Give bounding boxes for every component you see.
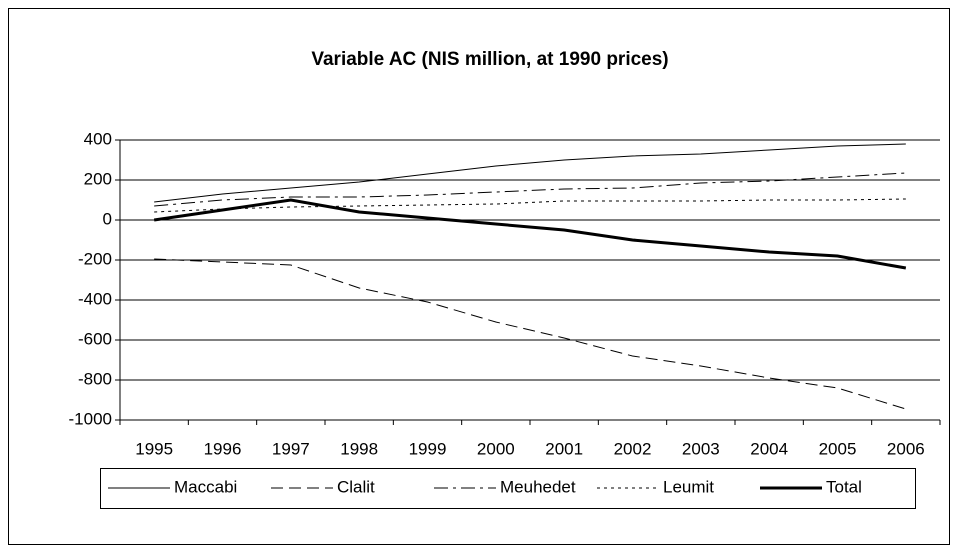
chart-title: Variable AC (NIS million, at 1990 prices… [311,49,668,70]
x-tick-label: 2005 [819,439,857,458]
series-line [154,172,906,207]
chart-border [8,8,950,545]
y-tick-label: 400 [84,129,112,148]
y-tick-label: -1000 [69,409,112,428]
legend-label: Maccabi [174,477,237,496]
x-tick-label: 1997 [272,439,310,458]
y-tick-label: -200 [78,249,112,268]
x-tick-label: 1995 [135,439,173,458]
y-tick-label: -800 [78,369,112,388]
y-tick-label: 200 [84,169,112,188]
x-tick-label: 2002 [614,439,652,458]
x-tick-label: 2004 [750,439,788,458]
x-tick-label: 2001 [545,439,583,458]
x-tick-label: 1999 [409,439,447,458]
legend-label: Leumit [663,477,714,496]
legend-label: Meuhedet [500,477,576,496]
y-tick-label: -400 [78,289,112,308]
x-tick-label: 2003 [682,439,720,458]
y-tick-label: 0 [103,209,112,228]
legend-label: Total [826,477,862,496]
series-line [153,198,907,270]
x-tick-label: 1996 [204,439,242,458]
legend-label: Clalit [337,477,375,496]
series-line [154,258,906,410]
x-tick-label: 2000 [477,439,515,458]
y-tick-label: -600 [78,329,112,348]
x-tick-label: 1998 [340,439,378,458]
x-tick-label: 2006 [887,439,925,458]
series-line [154,143,906,203]
